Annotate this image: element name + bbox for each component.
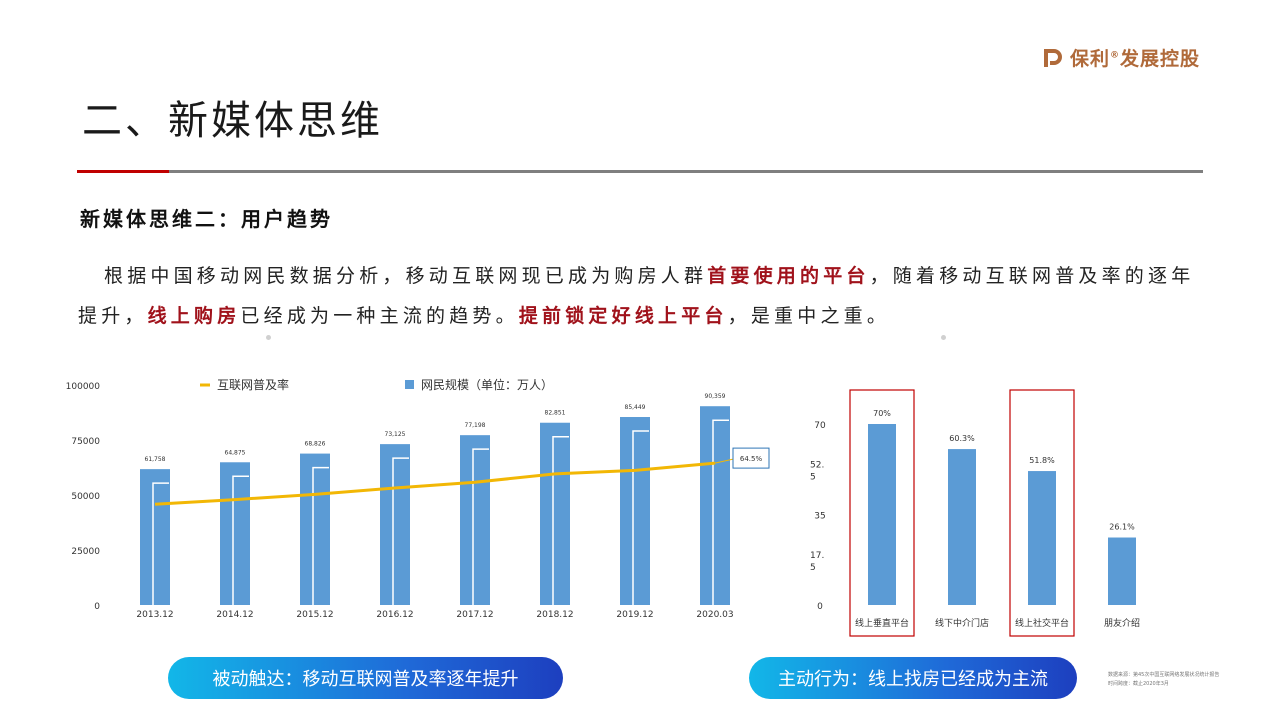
netizen-chart: 0 25000 50000 75000 100000 61,758 2013.12 64,87… <box>66 377 770 620</box>
bar-value-label: 60.3% <box>949 434 975 443</box>
highlight-lock-platform: 提前锁定好线上平台 <box>518 305 728 327</box>
bar-value-label: 64,875 <box>225 449 246 456</box>
logo-text: 保利®发展控股 <box>1069 48 1200 70</box>
end-label-leader <box>714 458 734 464</box>
bar-value-label: 85,449 <box>625 404 646 411</box>
y-tick-label: 17. 5 <box>810 551 824 573</box>
bar-inner-stroke <box>312 466 329 605</box>
callout-active: 主动行为：线上找房已经成为主流 <box>749 657 1077 699</box>
platform-chart: 0 17. 5 35 52. 5 70 70% 线上垂直平台 60.3% 线下中介门店 51.8% 线上… <box>810 389 1140 637</box>
bar-value-label: 68,826 <box>305 441 326 448</box>
page-title: 二、新媒体思维 <box>82 98 383 144</box>
x-tick-label: 2017.12 <box>456 610 493 620</box>
bar-value-label: 73,125 <box>385 431 406 438</box>
end-label-box <box>732 447 770 469</box>
bar <box>300 453 330 605</box>
bar <box>460 435 490 605</box>
title-divider-rule <box>169 170 1203 173</box>
legend-line-label: 互联网普及率 <box>217 377 289 392</box>
x-tick-label: 线下中介门店 <box>935 617 989 629</box>
bar <box>1028 471 1056 605</box>
highlight-frame <box>849 389 915 637</box>
highlight-online-purchase: 线上购房 <box>147 305 241 327</box>
y-tick-label: 70 <box>814 421 826 431</box>
bar <box>380 444 410 605</box>
bar <box>540 422 570 605</box>
bar-inner-stroke <box>712 419 729 605</box>
title-accent-rule <box>77 170 169 173</box>
end-label-text: 64.5% <box>740 455 763 463</box>
logo-mark-icon <box>1043 48 1062 67</box>
y-tick-label: 0 <box>94 602 100 612</box>
x-tick-label: 线上社交平台 <box>1015 617 1069 629</box>
x-tick-label: 2016.12 <box>376 610 413 620</box>
bar-value-label: 51.8% <box>1029 456 1055 465</box>
section-title: 新媒体思维二：用户趋势 <box>80 207 333 231</box>
x-tick-label: 2015.12 <box>296 610 333 620</box>
bar-value-label: 70% <box>873 409 891 418</box>
bar <box>140 469 170 605</box>
bar <box>1108 537 1136 605</box>
legend-bar-label: 网民规模（单位：万人） <box>421 377 553 392</box>
bar-inner-stroke <box>152 482 169 605</box>
highlight-frame <box>1009 389 1075 637</box>
source-date: 时间跨度：截止2020年3月 <box>1108 681 1169 687</box>
bar <box>948 449 976 605</box>
x-tick-label: 2018.12 <box>536 610 573 620</box>
callout-passive: 被动触达：移动互联网普及率逐年提升 <box>168 657 563 699</box>
x-tick-label: 2020.03 <box>696 610 733 620</box>
y-tick-label: 25000 <box>71 547 100 557</box>
x-tick-label: 朋友介绍 <box>1104 617 1140 629</box>
decor-dot <box>266 335 271 340</box>
bar <box>220 462 250 605</box>
source-note: 数据来源：第45次中国互联网络发展状况统计报告 时间跨度：截止2020年3月 <box>1108 671 1248 689</box>
x-tick-label: 2014.12 <box>216 610 253 620</box>
bar-inner-stroke <box>392 457 409 605</box>
bar-inner-stroke <box>552 435 569 605</box>
bar-value-label: 26.1% <box>1109 523 1135 532</box>
x-tick-label: 2019.12 <box>616 610 653 620</box>
bar <box>868 424 896 605</box>
series-line <box>154 461 716 506</box>
x-tick-label: 2013.12 <box>136 610 173 620</box>
highlight-primary-platform: 首要使用的平台 <box>707 265 870 287</box>
intro-paragraph: 根据中国移动网民数据分析，移动互联网现已成为购房人群首要使用的平台，随着移动互联… <box>78 265 1195 327</box>
bar-value-label: 77,198 <box>465 422 486 429</box>
bar-inner-stroke <box>232 475 249 605</box>
decor-dot <box>941 335 946 340</box>
y-tick-label: 52. 5 <box>810 460 824 482</box>
y-tick-label: 0 <box>817 602 823 612</box>
legend-bar-swatch <box>405 380 414 389</box>
y-tick-label: 75000 <box>71 437 100 447</box>
y-tick-label: 50000 <box>71 492 100 502</box>
bar-value-label: 61,758 <box>145 456 166 463</box>
bar-inner-stroke <box>632 430 649 605</box>
y-tick-label: 35 <box>814 512 825 522</box>
company-logo: 保利®发展控股 <box>1042 44 1200 71</box>
x-tick-label: 线上垂直平台 <box>855 617 909 629</box>
bar-inner-stroke <box>472 448 489 605</box>
bar <box>620 417 650 605</box>
bar <box>700 406 730 605</box>
bar-value-label: 90,359 <box>705 393 726 400</box>
y-tick-label: 100000 <box>66 382 101 392</box>
source-line: 数据来源：第45次中国互联网络发展状况统计报告 <box>1108 672 1220 678</box>
bar-value-label: 82,851 <box>545 410 566 417</box>
